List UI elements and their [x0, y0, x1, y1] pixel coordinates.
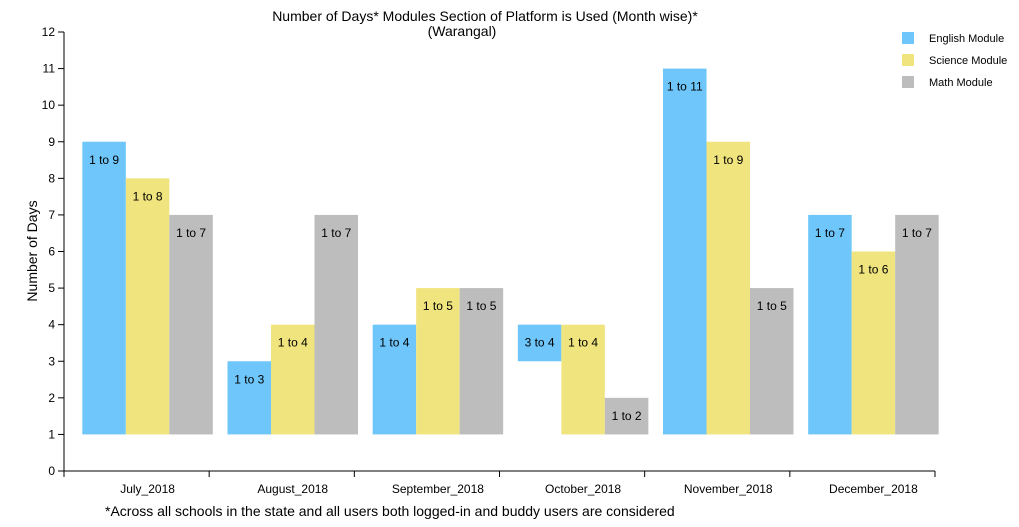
bars: 1 to 9 1 to 8 1 to 7 1 to 3 1 to 4 1 to 7 1 to… [82, 68, 939, 435]
footnote: *Across all schools in the state and all… [105, 503, 675, 519]
x-tick-label: December_2018 [829, 482, 918, 496]
bar-label: 1 to 6 [858, 263, 888, 277]
bar [82, 141, 126, 435]
bar [604, 397, 649, 435]
x-tick-label: August_2018 [257, 482, 328, 496]
y-tick-label: 9 [48, 135, 55, 149]
bar [125, 178, 170, 435]
x-tick-label: July_2018 [120, 482, 175, 496]
bar [706, 141, 750, 435]
bar-label: 1 to 5 [757, 299, 787, 313]
chart-subtitle: (Warangal) [428, 23, 497, 39]
bar-label: 1 to 9 [713, 153, 743, 167]
chart-title: Number of Days* Modules Section of Platf… [272, 8, 698, 24]
bar-label: 1 to 4 [568, 336, 598, 350]
bar-label: 1 to 8 [133, 189, 163, 203]
bar-label: 1 to 9 [89, 153, 119, 167]
legend-swatch [902, 54, 914, 66]
y-tick-label: 6 [48, 245, 55, 259]
bar [227, 361, 271, 435]
y-tick-label: 2 [48, 391, 55, 405]
legend-label: Science Module [929, 55, 1007, 67]
y-tick-label: 10 [42, 98, 56, 112]
legend-label: English Module [929, 33, 1004, 45]
x-tick-label: November_2018 [684, 482, 773, 496]
y-tick-label: 8 [48, 171, 55, 185]
bar-label: 1 to 7 [902, 226, 932, 240]
bar-label: 1 to 4 [379, 336, 409, 350]
bar-label: 1 to 4 [278, 336, 308, 350]
y-tick-label: 5 [48, 281, 55, 295]
y-tick-label: 1 [48, 427, 55, 441]
bar-label: 1 to 11 [667, 80, 703, 94]
y-tick-label: 3 [48, 354, 55, 368]
bar [808, 214, 852, 435]
bar-label: 1 to 7 [176, 226, 206, 240]
bar-label: 1 to 5 [466, 299, 496, 313]
x-tick-label: October_2018 [545, 482, 621, 496]
legend-swatch [902, 76, 914, 88]
legend: English Module Science Module Math Module [902, 32, 1007, 89]
bar-label: 1 to 2 [612, 409, 642, 423]
x-tick-label: September_2018 [392, 482, 484, 496]
bar [314, 214, 358, 435]
bar [517, 324, 562, 362]
y-tick-label: 4 [48, 318, 55, 332]
bar [750, 288, 794, 435]
bar-label: 1 to 5 [423, 299, 453, 313]
y-tick-label: 11 [43, 62, 56, 76]
bar-label: 1 to 7 [321, 226, 351, 240]
y-axis-title: Number of Days [24, 200, 40, 301]
y-tick-label: 0 [48, 464, 55, 478]
bar [271, 324, 315, 435]
legend-swatch [902, 32, 914, 44]
bar [416, 288, 460, 435]
legend-label: Math Module [929, 77, 993, 89]
bar [169, 214, 213, 435]
bar [372, 324, 417, 435]
bar-label: 1 to 3 [234, 372, 264, 386]
bar [459, 288, 504, 435]
y-tick-label: 7 [48, 208, 55, 222]
bar-label: 3 to 4 [525, 336, 555, 350]
bar [851, 251, 896, 435]
y-tick-label: 12 [42, 25, 56, 39]
bar [561, 324, 605, 435]
bar [895, 214, 939, 435]
bar [663, 68, 707, 435]
bar-label: 1 to 7 [815, 226, 845, 240]
